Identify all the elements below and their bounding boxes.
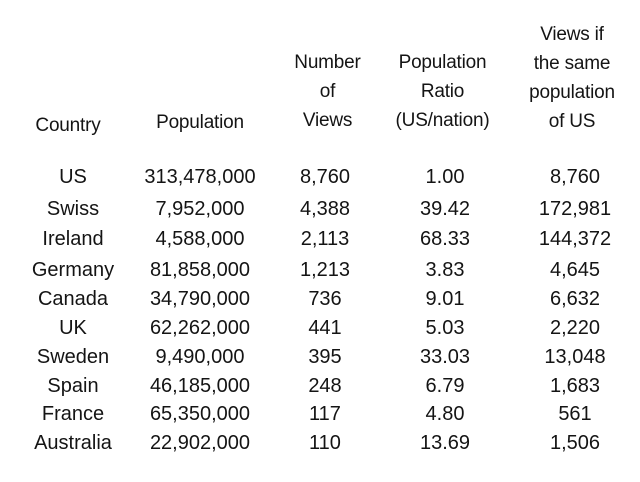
cell-population: 9,490,000: [155, 346, 245, 368]
cell-views: 4,388: [299, 198, 351, 220]
header-population-ratio: Population Ratio (US/nation): [395, 52, 490, 131]
cell-ratio: 1.00: [425, 166, 465, 188]
cell-views: 248: [308, 375, 342, 397]
cell-ratio: 3.83: [425, 259, 465, 281]
table-row: Sweden 9,490,000 395 33.03 13,048: [0, 343, 640, 371]
cell-country: Australia: [34, 432, 112, 454]
table-row: Ireland 4,588,000 2,113 68.33 144,372: [0, 225, 640, 253]
cell-population: 81,858,000: [149, 259, 251, 281]
cell-views: 441: [308, 317, 342, 339]
table-row: UK 62,262,000 441 5.03 2,220: [0, 314, 640, 342]
cell-ratio: 4.80: [425, 403, 465, 425]
cell-ratio: 68.33: [419, 228, 471, 250]
cell-adjusted-views: 172,981: [538, 198, 612, 220]
cell-adjusted-views: 1,506: [549, 432, 601, 454]
cell-country: US: [59, 166, 87, 188]
cell-population: 46,185,000: [149, 375, 251, 397]
header-country: Country: [35, 115, 101, 136]
cell-ratio: 33.03: [419, 346, 471, 368]
cell-country: Sweden: [36, 346, 110, 368]
header-population: Population: [156, 112, 244, 133]
cell-adjusted-views: 6,632: [549, 288, 601, 310]
cell-views: 1,213: [299, 259, 351, 281]
cell-population: 7,952,000: [155, 198, 245, 220]
cell-population: 22,902,000: [149, 432, 251, 454]
cell-ratio: 5.03: [425, 317, 465, 339]
table-row: Germany 81,858,000 1,213 3.83 4,645: [0, 256, 640, 284]
table-row: France 65,350,000 117 4.80 561: [0, 400, 640, 428]
cell-views: 395: [308, 346, 342, 368]
cell-country: Canada: [37, 288, 109, 310]
cell-ratio: 6.79: [425, 375, 465, 397]
cell-adjusted-views: 2,220: [549, 317, 601, 339]
cell-country: Germany: [31, 259, 115, 281]
header-views-if-same-population: Views if the same population of US: [529, 24, 615, 132]
table-row: Swiss 7,952,000 4,388 39.42 172,981: [0, 195, 640, 223]
table-row: US 313,478,000 8,760 1.00 8,760: [0, 163, 640, 191]
cell-adjusted-views: 4,645: [549, 259, 601, 281]
cell-population: 313,478,000: [144, 166, 256, 188]
cell-population: 34,790,000: [149, 288, 251, 310]
cell-country: Ireland: [42, 228, 104, 250]
cell-views: 117: [309, 403, 341, 425]
cell-population: 4,588,000: [155, 228, 245, 250]
cell-adjusted-views: 144,372: [538, 228, 612, 250]
cell-country: France: [41, 403, 105, 425]
cell-views: 8,760: [299, 166, 351, 188]
cell-adjusted-views: 561: [558, 403, 592, 425]
cell-views: 110: [309, 432, 341, 454]
cell-population: 62,262,000: [149, 317, 251, 339]
cell-ratio: 39.42: [419, 198, 471, 220]
cell-ratio: 9.01: [425, 288, 465, 310]
cell-country: Spain: [47, 375, 99, 397]
cell-ratio: 13.69: [419, 432, 471, 454]
table-row: Canada 34,790,000 736 9.01 6,632: [0, 285, 640, 313]
cell-adjusted-views: 13,048: [544, 346, 606, 368]
cell-population: 65,350,000: [149, 403, 251, 425]
cell-country: Swiss: [46, 198, 100, 220]
cell-adjusted-views: 1,683: [549, 375, 601, 397]
table-row: Spain 46,185,000 248 6.79 1,683: [0, 372, 640, 400]
cell-views: 736: [308, 288, 342, 310]
cell-country: UK: [59, 317, 87, 339]
cell-views: 2,113: [300, 228, 350, 250]
header-number-of-views: Number of Views: [294, 52, 361, 131]
cell-adjusted-views: 8,760: [549, 166, 601, 188]
table-row: Australia 22,902,000 110 13.69 1,506: [0, 429, 640, 457]
